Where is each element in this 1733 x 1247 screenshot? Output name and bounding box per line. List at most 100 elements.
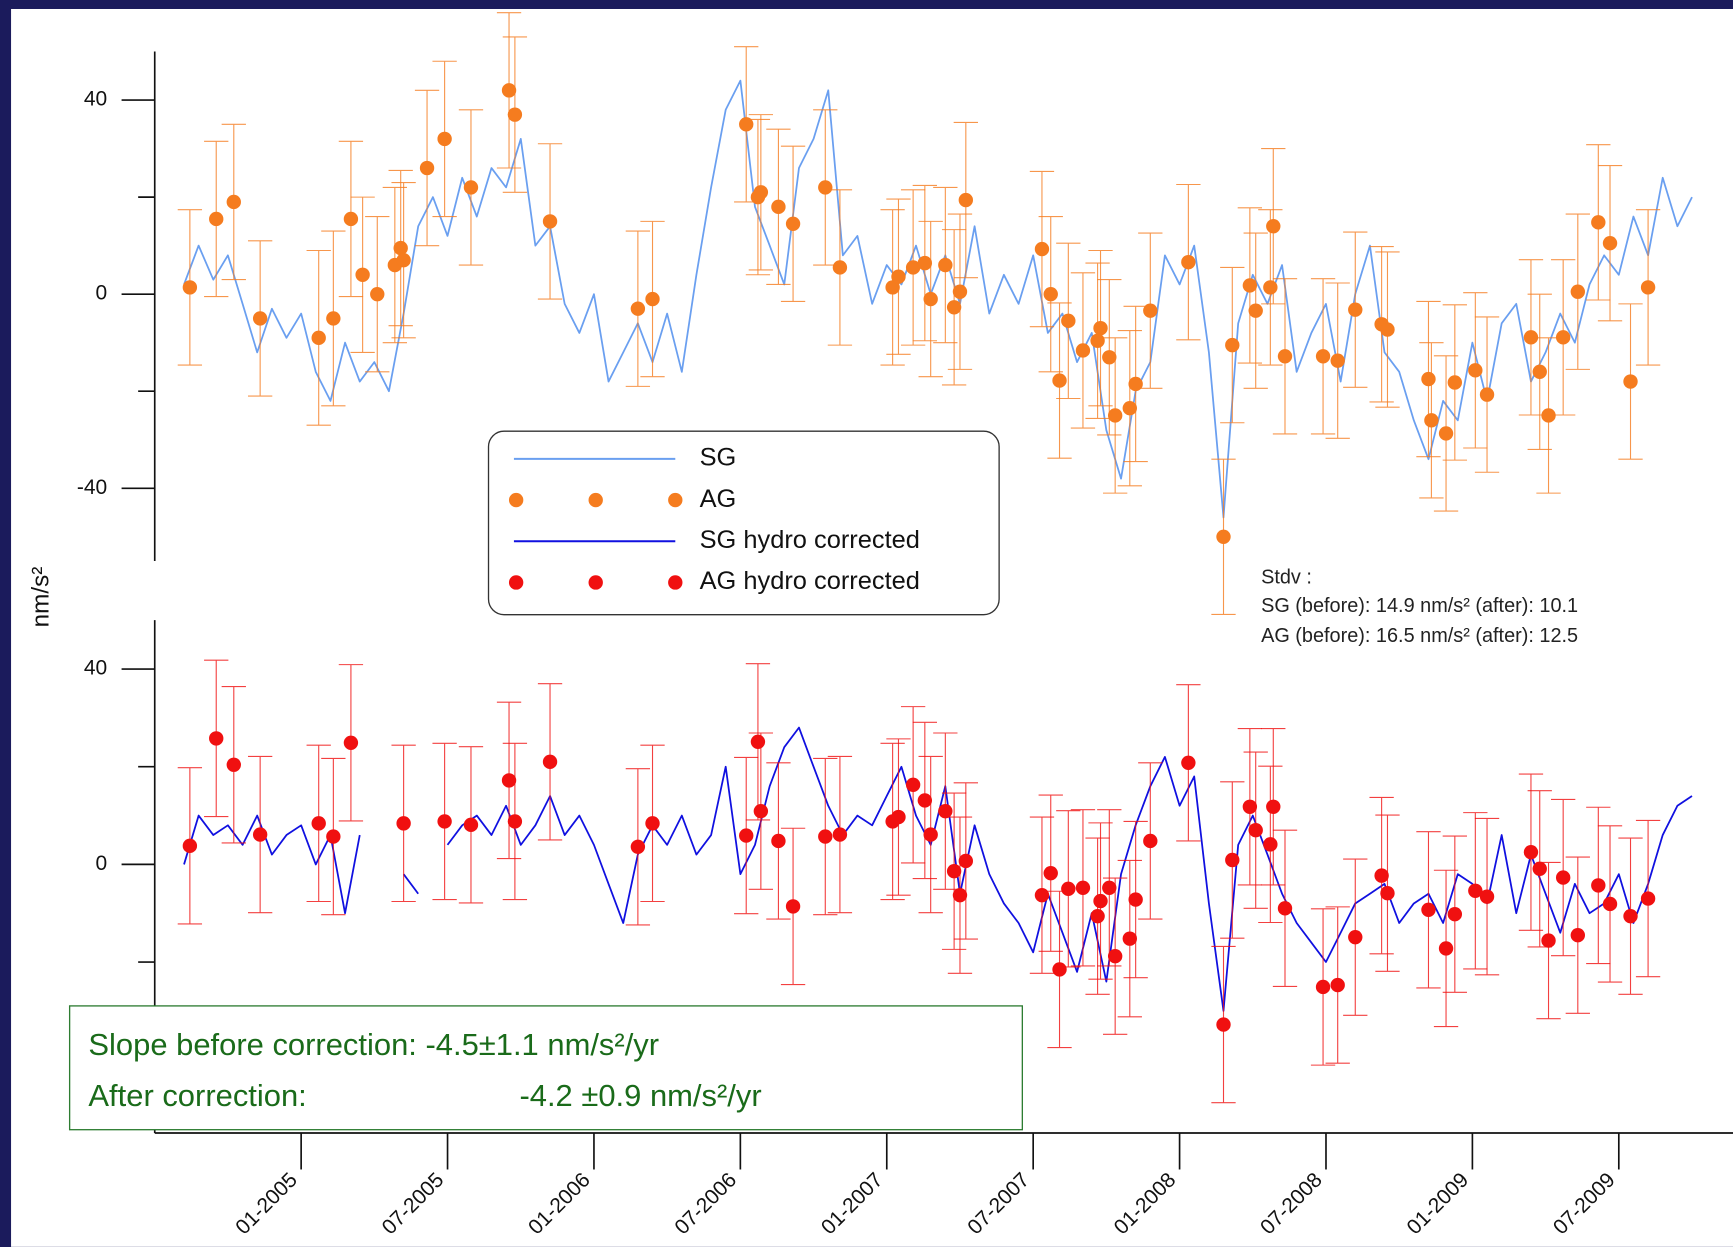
stdv-ag: AG (before): 16.5 nm/s² (after): 12.5 <box>1261 625 1578 647</box>
data-point <box>542 754 558 770</box>
data-point <box>226 757 241 772</box>
data-point <box>938 257 953 273</box>
data-point <box>1248 303 1263 318</box>
data-point <box>1090 908 1105 924</box>
data-point <box>630 301 646 316</box>
data-point <box>1277 901 1293 916</box>
data-point <box>1090 333 1105 348</box>
y-tick-label: -40 <box>77 476 107 499</box>
legend-marker <box>668 575 683 590</box>
data-point <box>917 255 933 271</box>
data-point <box>1330 353 1345 368</box>
data-point <box>891 809 906 825</box>
data-point <box>1468 883 1483 898</box>
data-point <box>437 131 452 147</box>
legend-marker <box>668 492 683 508</box>
data-point <box>1216 1017 1231 1032</box>
data-point <box>1075 880 1091 896</box>
data-point <box>1468 363 1483 378</box>
data-point <box>739 117 754 132</box>
data-point <box>1263 280 1278 295</box>
data-point <box>891 269 906 284</box>
data-point <box>1266 799 1281 814</box>
data-point <box>1061 881 1076 896</box>
data-point <box>917 793 933 808</box>
legend-label: AG <box>700 485 737 513</box>
data-point <box>1122 931 1137 946</box>
data-point <box>209 211 224 227</box>
data-point <box>1225 337 1240 353</box>
data-point <box>1061 313 1076 329</box>
data-point <box>645 291 660 307</box>
data-point <box>739 828 754 843</box>
data-point <box>832 260 848 275</box>
data-point <box>1181 755 1196 770</box>
data-point <box>1075 343 1091 358</box>
data-point <box>1438 426 1454 441</box>
data-point <box>1447 375 1463 390</box>
y-tick-label: 0 <box>96 282 108 305</box>
data-point <box>958 853 974 869</box>
data-point <box>1623 908 1638 924</box>
data-point <box>952 284 968 299</box>
data-point <box>1034 241 1050 257</box>
data-point <box>1570 928 1585 943</box>
data-point <box>1479 387 1495 402</box>
legend-marker <box>508 575 524 590</box>
data-point <box>885 280 900 295</box>
slope-box <box>68 1005 1024 1131</box>
stdv-sg: SG (before): 14.9 nm/s² (after): 10.1 <box>1261 595 1578 617</box>
data-point <box>501 773 517 788</box>
data-point <box>832 827 848 842</box>
data-point <box>818 180 833 195</box>
data-point <box>1093 320 1108 336</box>
data-point <box>771 199 786 215</box>
data-point <box>1532 861 1547 876</box>
data-point <box>1591 878 1606 893</box>
data-point <box>1541 408 1556 423</box>
legend-label: AG hydro corrected <box>700 567 920 595</box>
data-point <box>946 300 962 315</box>
slope-after-label: After correction: <box>88 1078 306 1113</box>
data-point <box>463 817 479 833</box>
data-point <box>326 829 341 844</box>
data-point <box>1043 286 1058 302</box>
data-point <box>1380 886 1395 901</box>
data-point <box>1380 322 1395 337</box>
slope-before: Slope before correction: -4.5±1.1 nm/s²/… <box>88 1027 659 1062</box>
data-point <box>1216 529 1231 544</box>
slope-annotation: Slope before correction: -4.5±1.1 nm/s²/… <box>68 1005 1024 1131</box>
legend-marker <box>588 575 603 590</box>
y-axis-label: nm/s² <box>27 567 54 628</box>
data-point <box>1447 907 1463 922</box>
data-point <box>630 839 646 854</box>
data-point <box>393 240 408 256</box>
data-point <box>1602 896 1618 912</box>
data-point <box>1248 823 1263 838</box>
data-point <box>1479 889 1495 904</box>
series-line <box>183 79 1693 519</box>
data-point <box>1640 891 1656 906</box>
data-point <box>750 734 766 749</box>
data-point <box>343 735 359 750</box>
data-point <box>1348 302 1363 317</box>
data-point <box>1242 799 1258 814</box>
data-point <box>1623 374 1638 389</box>
data-point <box>1315 979 1331 995</box>
data-point <box>1102 880 1117 896</box>
data-point <box>923 291 938 307</box>
data-point <box>396 253 411 268</box>
data-point <box>1107 408 1123 423</box>
data-point <box>252 827 268 842</box>
data-point <box>507 814 523 829</box>
y-tick-label: 40 <box>84 657 107 680</box>
data-point <box>1374 868 1389 883</box>
data-point <box>1591 215 1606 230</box>
data-point <box>905 777 921 792</box>
data-point <box>1602 236 1618 251</box>
data-point <box>396 816 411 831</box>
data-point <box>645 816 660 831</box>
data-point <box>1107 949 1123 964</box>
data-point <box>1330 977 1345 993</box>
